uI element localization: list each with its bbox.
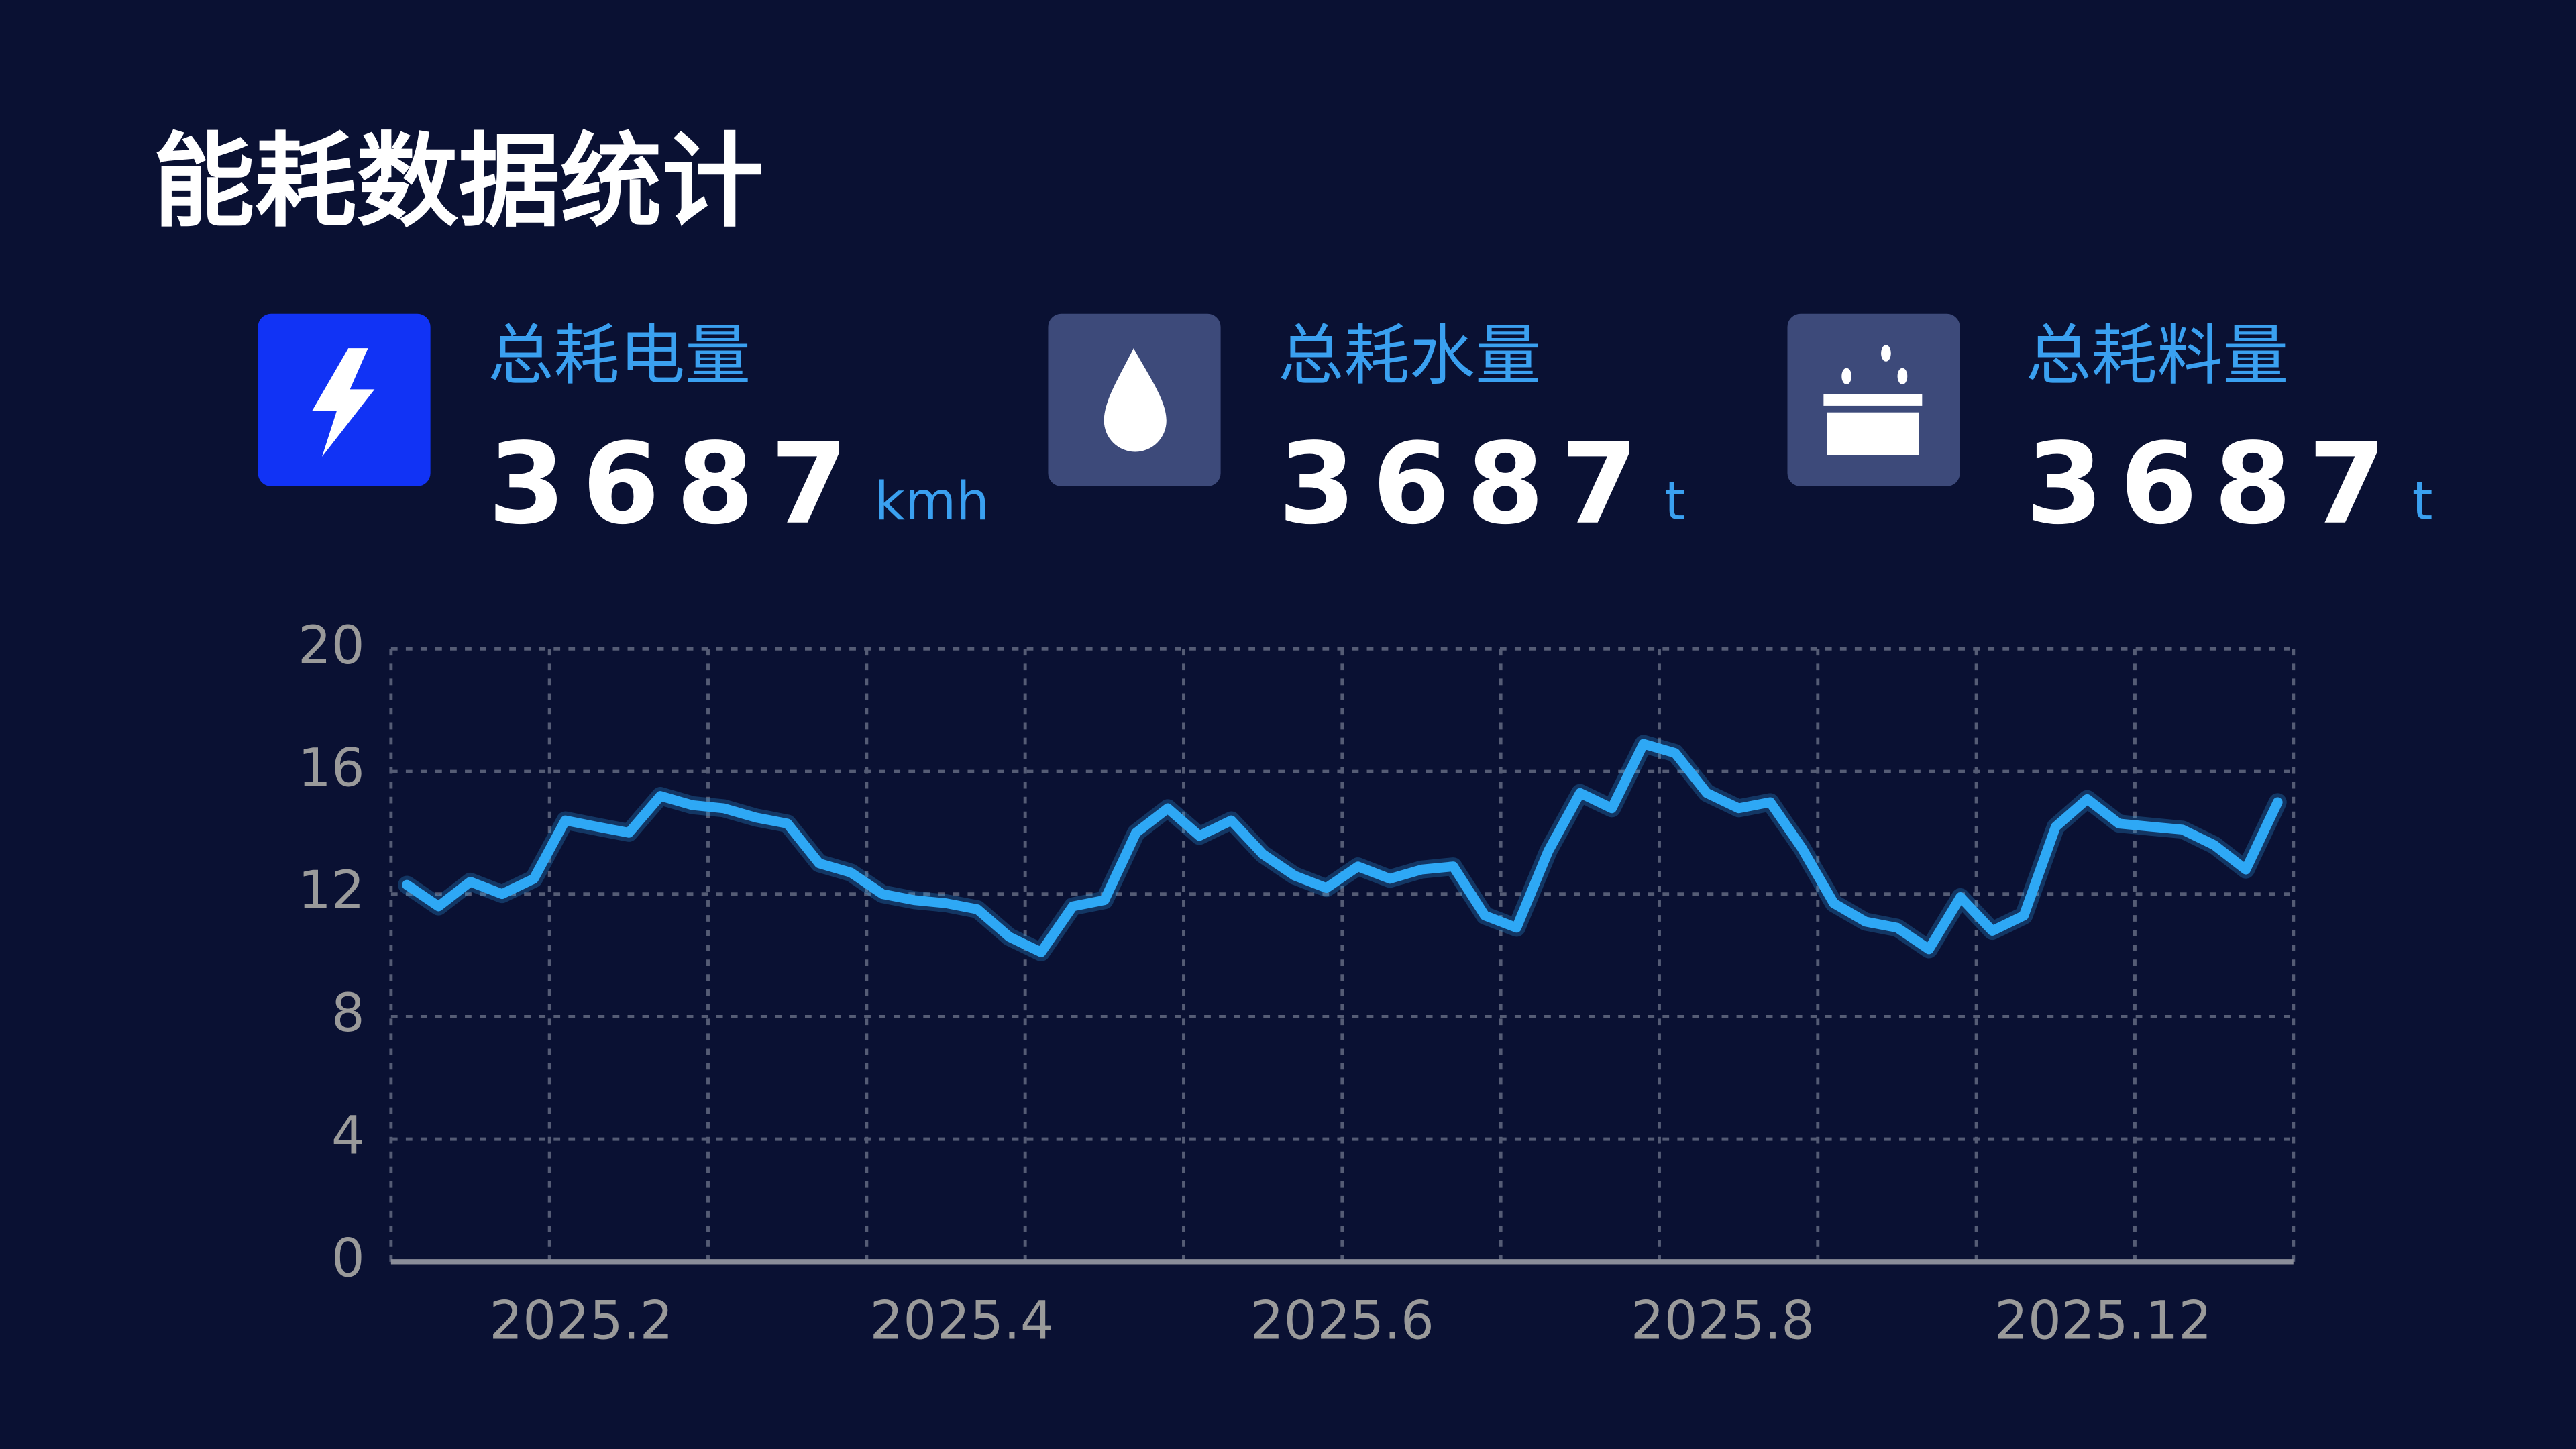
drop-icon [1104,348,1167,452]
y-tick-label: 4 [331,1106,365,1167]
y-tick-label: 0 [331,1228,365,1289]
box-lid [1823,394,1923,406]
y-tick-label: 8 [331,983,365,1044]
stat-unit: t [2412,471,2433,532]
drop [1841,368,1851,385]
stat-card: 总耗水量 3687 t [1048,313,1685,549]
x-tick-label: 2025.12 [1994,1290,2212,1351]
page-title: 能耗数据统计 [153,122,764,241]
stat-card: 总耗料量 3687 t [1787,313,2433,549]
stat-label: 总耗电量 [488,317,751,394]
x-tick-label: 2025.2 [489,1290,673,1351]
stat-label: 总耗水量 [1278,317,1541,394]
stat-card: 总耗电量 3687 kmh [258,313,989,549]
stat-unit: t [1664,471,1685,532]
stat-unit: kmh [874,471,989,532]
stat-value: 3687 [488,419,864,549]
drop [1881,345,1891,362]
stat-value: 3687 [2026,419,2402,549]
x-tick-label: 2025.8 [1631,1290,1815,1351]
line [402,739,2283,957]
stat-label: 总耗料量 [2026,317,2289,394]
box-body [1827,412,1919,455]
bolt-icon [312,348,375,457]
x-tick-label: 2025.4 [870,1290,1054,1351]
stat-value: 3687 [1278,419,1654,549]
chart: 0 4 8 12 16 20 2025.2 2025.4 2025.6 2025.8 2025.12 [298,615,2296,1351]
y-tick-label: 20 [298,615,365,676]
y-tick-label: 12 [298,860,365,921]
y-tick-label: 16 [298,738,365,799]
drop [1897,368,1908,385]
x-tick-label: 2025.6 [1250,1290,1434,1351]
